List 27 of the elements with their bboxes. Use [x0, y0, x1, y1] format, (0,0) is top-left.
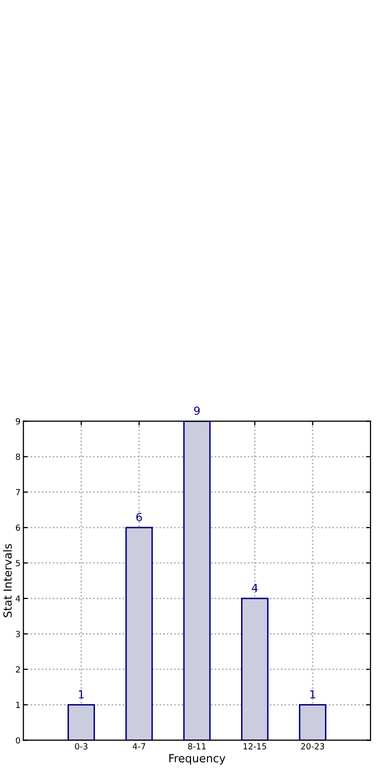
data-label: 6 [136, 512, 142, 522]
y-tick-label: 2 [16, 666, 20, 672]
x-tick-label: 4-7 [132, 743, 146, 750]
y-tick-label: 1 [16, 702, 20, 708]
data-label: 4 [252, 584, 258, 592]
bar [183, 421, 211, 740]
data-label: 9 [194, 406, 200, 415]
y-tick-label: 4 [16, 596, 20, 602]
bar [241, 598, 269, 740]
x-tick-label: 8-11 [188, 743, 206, 750]
y-tick-label: 5 [16, 560, 20, 566]
bar [298, 704, 326, 740]
y-tick-label: 0 [16, 737, 20, 744]
y-axis-title: Stat Intervals [3, 544, 12, 618]
y-tick-label: 9 [16, 418, 20, 424]
y-tick-label: 6 [16, 524, 20, 531]
x-axis-title: Frequency [169, 754, 226, 765]
y-tick-label: 3 [16, 630, 20, 638]
x-tick-label: 12-15 [244, 743, 266, 750]
x-tick-label: 20-23 [301, 743, 324, 750]
y-tick-label: 8 [16, 454, 20, 460]
data-label: 1 [78, 690, 84, 698]
bar [125, 526, 153, 740]
bar [68, 704, 95, 740]
data-label: 1 [310, 690, 316, 698]
y-tick-label: 7 [16, 489, 20, 496]
x-tick-label: 0-3 [74, 743, 88, 750]
